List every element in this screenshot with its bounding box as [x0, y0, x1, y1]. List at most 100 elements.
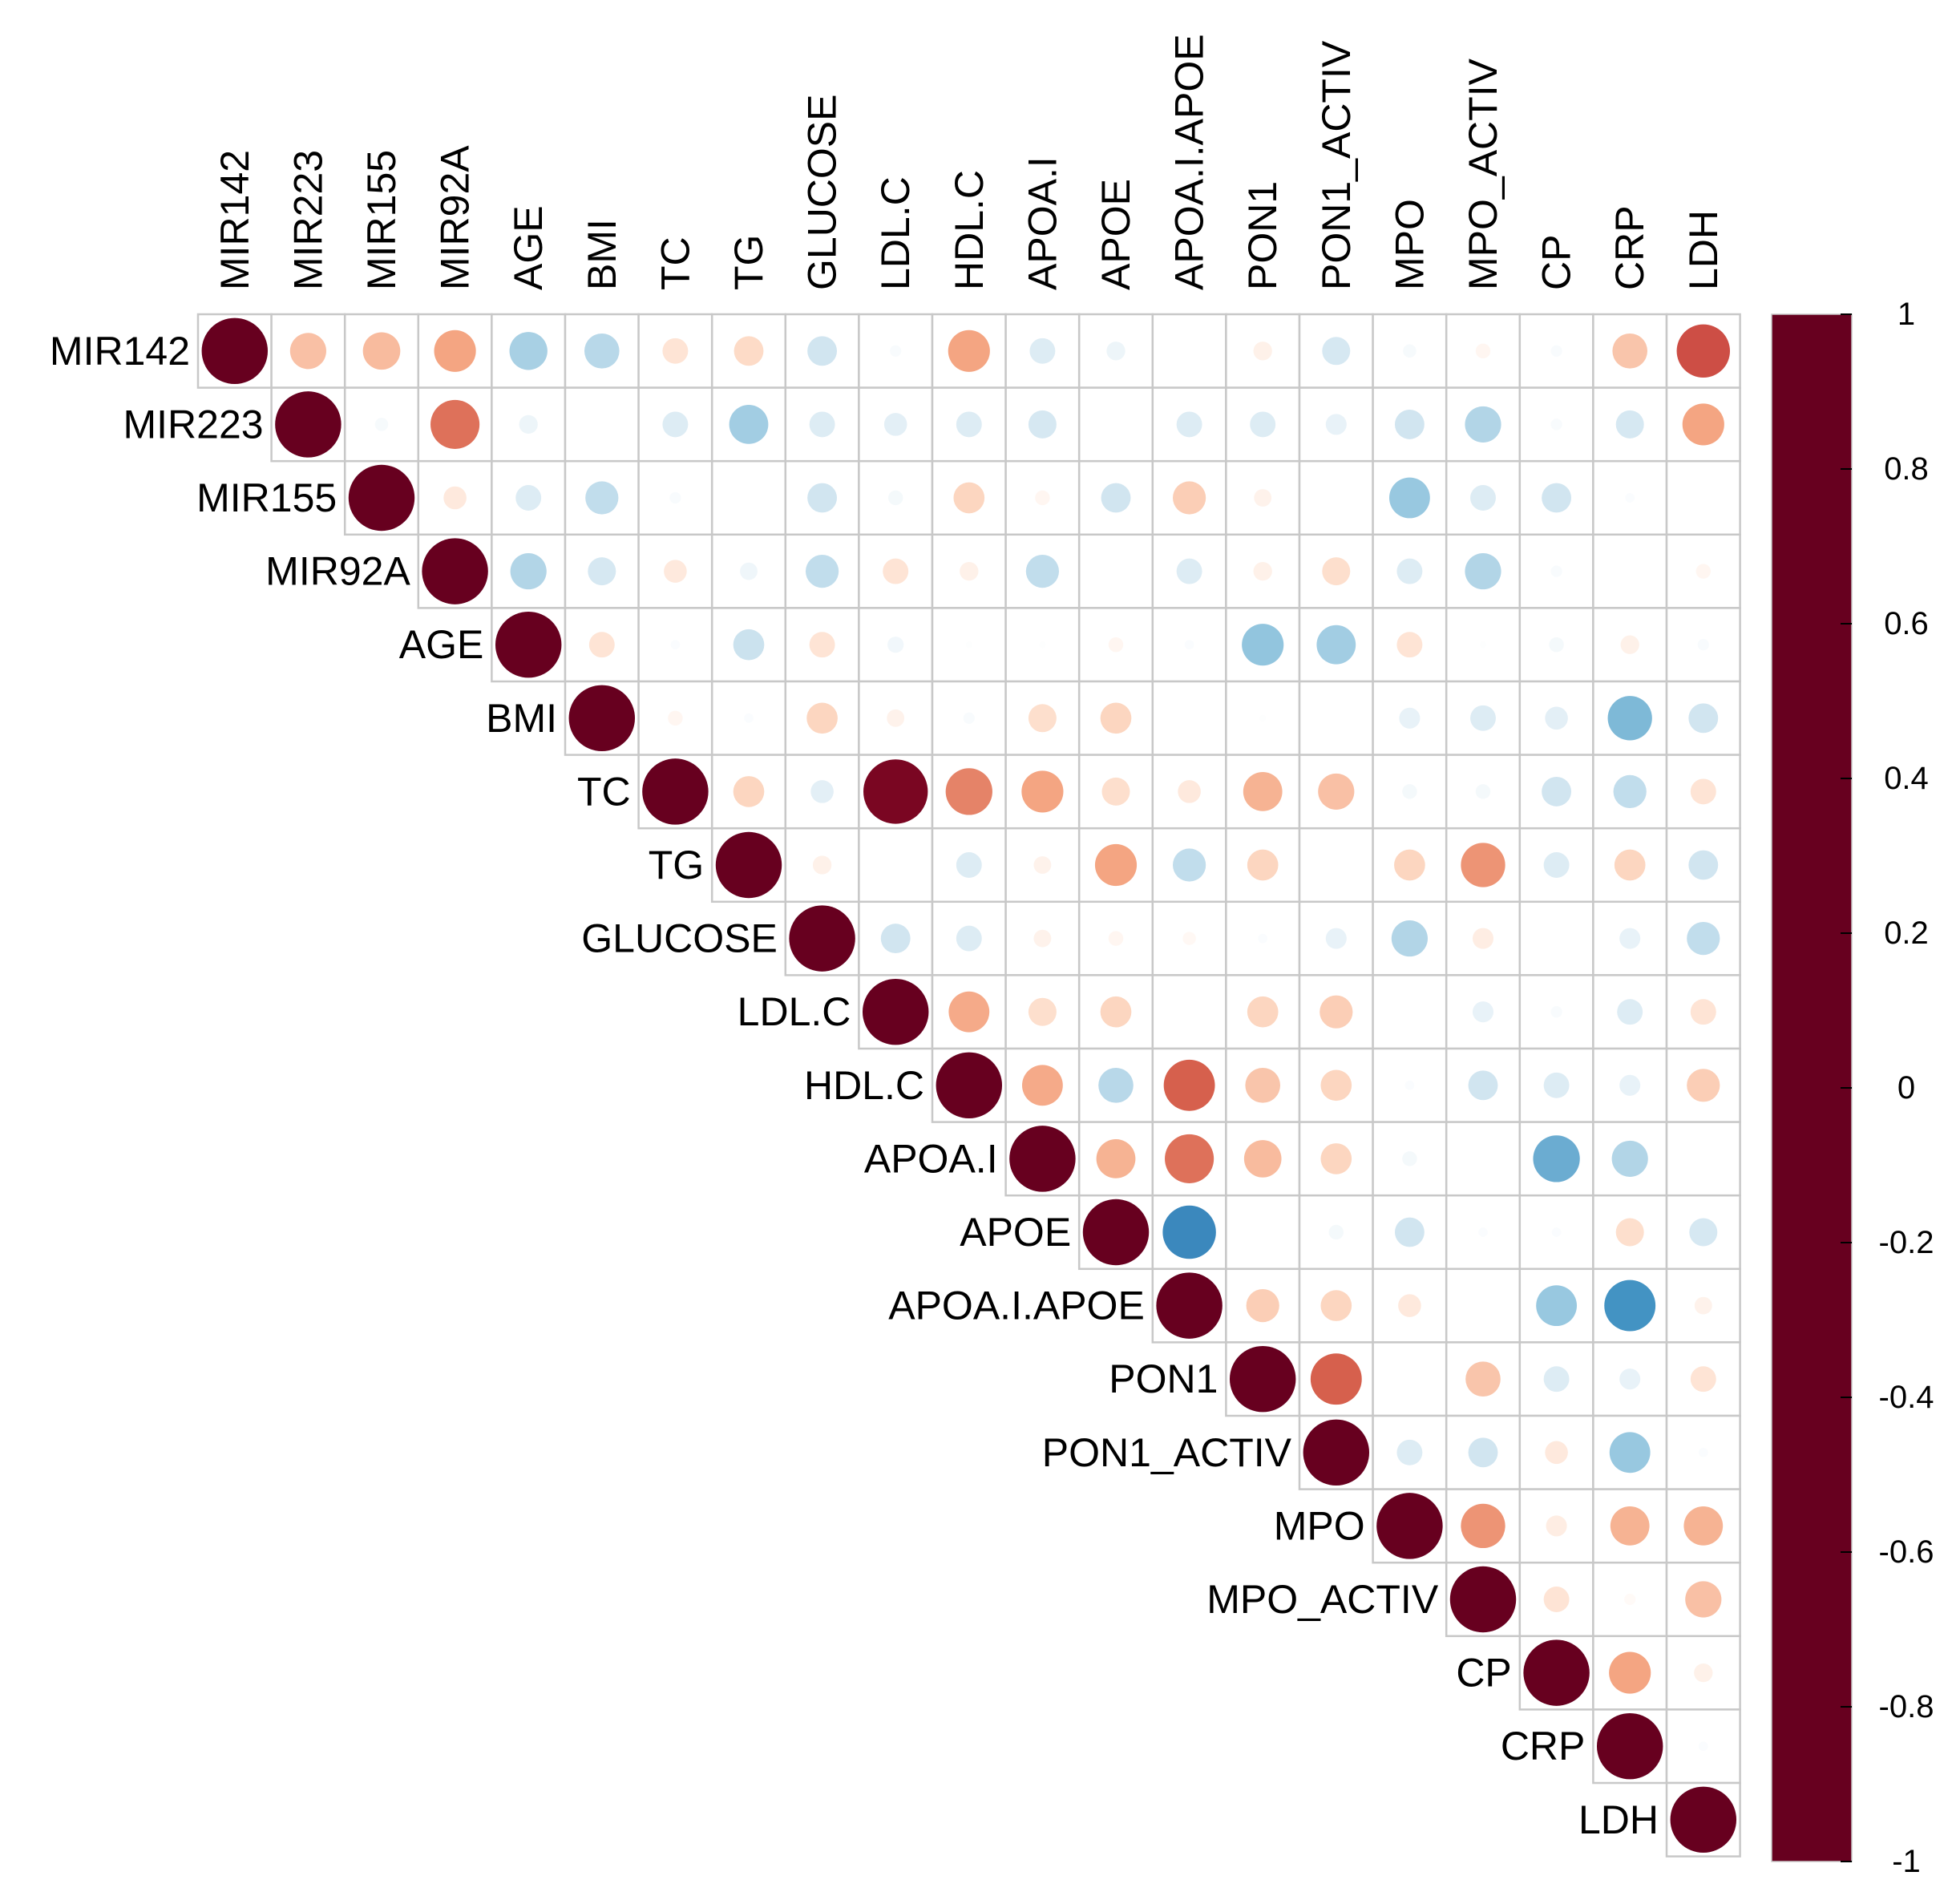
colorbar-tick-label: 0	[1897, 1070, 1915, 1106]
corr-circle-APOE-APOA.I.APOE	[1162, 1205, 1216, 1259]
corr-circle-PON1_ACTIV-MPO_ACTIV	[1468, 1437, 1498, 1468]
corr-circle-TC-MPO_ACTIV	[1475, 784, 1491, 799]
corr-circle-AGE-TG	[733, 629, 765, 661]
corr-circle-MIR155-PON1	[1254, 489, 1272, 507]
corr-circle-MIR92A-BMI	[588, 557, 616, 586]
corr-circle-MPO-MPO_ACTIV	[1461, 1503, 1505, 1549]
col-label-AGE: AGE	[506, 205, 551, 290]
colorbar-tick-label: 0.6	[1884, 606, 1929, 641]
corr-circle-MIR223-PON1	[1250, 411, 1276, 438]
corr-circle-LDL.C-PON1	[1247, 996, 1279, 1028]
colorbar-tick-label: 0.2	[1884, 916, 1929, 951]
corr-circle-CP-CRP	[1609, 1651, 1651, 1694]
row-label-APOA.I: APOA.I	[864, 1136, 998, 1181]
cell-GLUCOSE-CP	[1518, 900, 1594, 976]
corr-circle-MIR155-MIR155	[348, 464, 415, 532]
corr-circle-GLUCOSE-LDL.C	[880, 924, 911, 954]
corr-circle-PON1-MPO_ACTIV	[1465, 1361, 1501, 1397]
corr-circle-AGE-APOA.I.APOE	[1184, 640, 1194, 650]
row-label-MPO: MPO	[1274, 1503, 1365, 1548]
corr-circle-MIR155-LDL.C	[887, 490, 903, 506]
corr-circle-MIR155-CP	[1542, 483, 1572, 513]
corr-circle-APOA.I-CP	[1533, 1135, 1580, 1182]
corr-circle-APOA.I-MPO	[1402, 1151, 1417, 1166]
row-label-PON1: PON1	[1109, 1356, 1218, 1401]
corr-circle-CRP-LDH	[1698, 1741, 1708, 1752]
corr-circle-MIR92A-MIR92A	[422, 538, 488, 604]
colorbar-gradient	[1771, 313, 1853, 1862]
corr-circle-MIR92A-MPO	[1396, 558, 1423, 584]
cell-APOA.I.APOE-PON1	[1225, 1267, 1301, 1344]
colorbar-tick-label: -0.8	[1879, 1689, 1934, 1724]
corr-circle-MIR155-MIR92A	[443, 486, 467, 510]
corr-circle-MIR155-APOE	[1101, 483, 1131, 513]
corr-circle-TG-HDL.C	[956, 852, 982, 878]
col-label-TG: TG	[726, 235, 771, 290]
colorbar-tick-label: 0.4	[1884, 761, 1929, 796]
corr-circle-MIR92A-CP	[1550, 565, 1562, 577]
corr-circle-BMI-HDL.C	[963, 712, 975, 724]
corr-circle-MIR142-LDL.C	[890, 345, 902, 357]
col-label-CRP: CRP	[1607, 205, 1652, 290]
corr-circle-MIR92A-PON1_ACTIV	[1322, 557, 1351, 586]
cell-TG-LDL.C	[858, 827, 934, 903]
corr-circle-GLUCOSE-HDL.C	[956, 925, 982, 952]
corr-circle-MPO-CP	[1546, 1515, 1567, 1537]
corr-circle-TC-GLUCOSE	[810, 780, 834, 803]
corr-circle-MIR155-GLUCOSE	[807, 483, 838, 513]
corr-circle-TG-TG	[715, 831, 782, 899]
corr-circle-MPO-MPO	[1376, 1493, 1443, 1559]
column-labels: MIR142 MIR223 MIR155 MIR92A AGE BMI TC TG GLUCOS…	[212, 34, 1726, 290]
row-label-AGE: AGE	[399, 622, 484, 667]
col-label-MPO: MPO	[1387, 199, 1432, 290]
corr-circle-MIR142-GLUCOSE	[807, 336, 838, 366]
corr-circle-LDH-LDH	[1670, 1786, 1737, 1853]
col-label-MIR223: MIR223	[285, 150, 330, 290]
corr-circle-MIR92A-GLUCOSE	[805, 554, 839, 588]
col-label-APOE: APOE	[1093, 179, 1138, 290]
corr-circle-APOA.I.APOE-APOA.I.APOE	[1156, 1272, 1223, 1339]
corr-circle-AGE-GLUCOSE	[809, 632, 835, 658]
corr-circle-MIR142-HDL.C	[948, 329, 990, 372]
corr-circle-HDL.C-PON1_ACTIV	[1320, 1069, 1352, 1102]
row-label-MIR223: MIR223	[123, 402, 264, 447]
corr-circle-AGE-TC	[670, 640, 681, 650]
corr-circle-GLUCOSE-PON1_ACTIV	[1325, 928, 1347, 949]
corr-circle-HDL.C-APOE	[1098, 1067, 1134, 1103]
corr-circle-PON1-CRP	[1619, 1368, 1641, 1390]
corr-circle-LDL.C-HDL.C	[948, 991, 990, 1033]
colorbar-tick-label: 1	[1897, 297, 1915, 332]
corr-circle-APOA.I-APOA.I	[1009, 1126, 1076, 1192]
corr-circle-BMI-PON1	[1259, 714, 1267, 722]
cell-MIR223-APOE	[1077, 386, 1154, 463]
corr-circle-TC-LDL.C	[863, 759, 928, 824]
corr-circle-PON1-LDH	[1690, 1366, 1716, 1393]
corr-circle-HDL.C-APOA.I	[1021, 1065, 1063, 1106]
corr-circle-MIR142-LDH	[1676, 324, 1731, 378]
corr-circle-HDL.C-HDL.C	[936, 1052, 1003, 1119]
corr-circle-MIR92A-MPO_ACTIV	[1465, 553, 1501, 590]
corr-circle-MIR223-PON1_ACTIV	[1325, 414, 1347, 435]
corr-circle-PON1-PON1_ACTIV	[1310, 1353, 1362, 1405]
corr-circle-TC-HDL.C	[945, 768, 992, 815]
corr-circle-MIR223-APOA.I	[1028, 410, 1057, 439]
col-label-APOA.I.APOE: APOA.I.APOE	[1167, 34, 1212, 290]
corr-circle-APOA.I.APOE-PON1_ACTIV	[1320, 1290, 1352, 1321]
corr-circle-TG-GLUCOSE	[812, 855, 832, 875]
corr-circle-LDL.C-APOE	[1100, 996, 1132, 1028]
corr-circle-AGE-MPO	[1396, 632, 1423, 658]
corr-circle-MIR223-CRP	[1615, 410, 1644, 439]
corr-circle-TC-MPO	[1402, 784, 1417, 799]
cell-MIR142-APOA.I.APOE	[1151, 313, 1227, 389]
row-label-LDH: LDH	[1578, 1797, 1659, 1842]
corr-circle-MIR155-APOA.I	[1035, 490, 1050, 506]
corr-circle-MIR155-MPO_ACTIV	[1470, 485, 1496, 511]
corr-circle-LDL.C-LDL.C	[862, 978, 929, 1045]
corr-circle-AGE-BMI	[588, 632, 615, 658]
corr-circle-TG-APOA.I.APOE	[1172, 848, 1206, 882]
col-label-GLUCOSE: GLUCOSE	[800, 94, 845, 290]
corr-circle-TG-PON1	[1247, 849, 1279, 881]
corr-circle-HDL.C-APOA.I.APOE	[1163, 1059, 1215, 1111]
cell-MIR155-TG	[710, 459, 787, 536]
